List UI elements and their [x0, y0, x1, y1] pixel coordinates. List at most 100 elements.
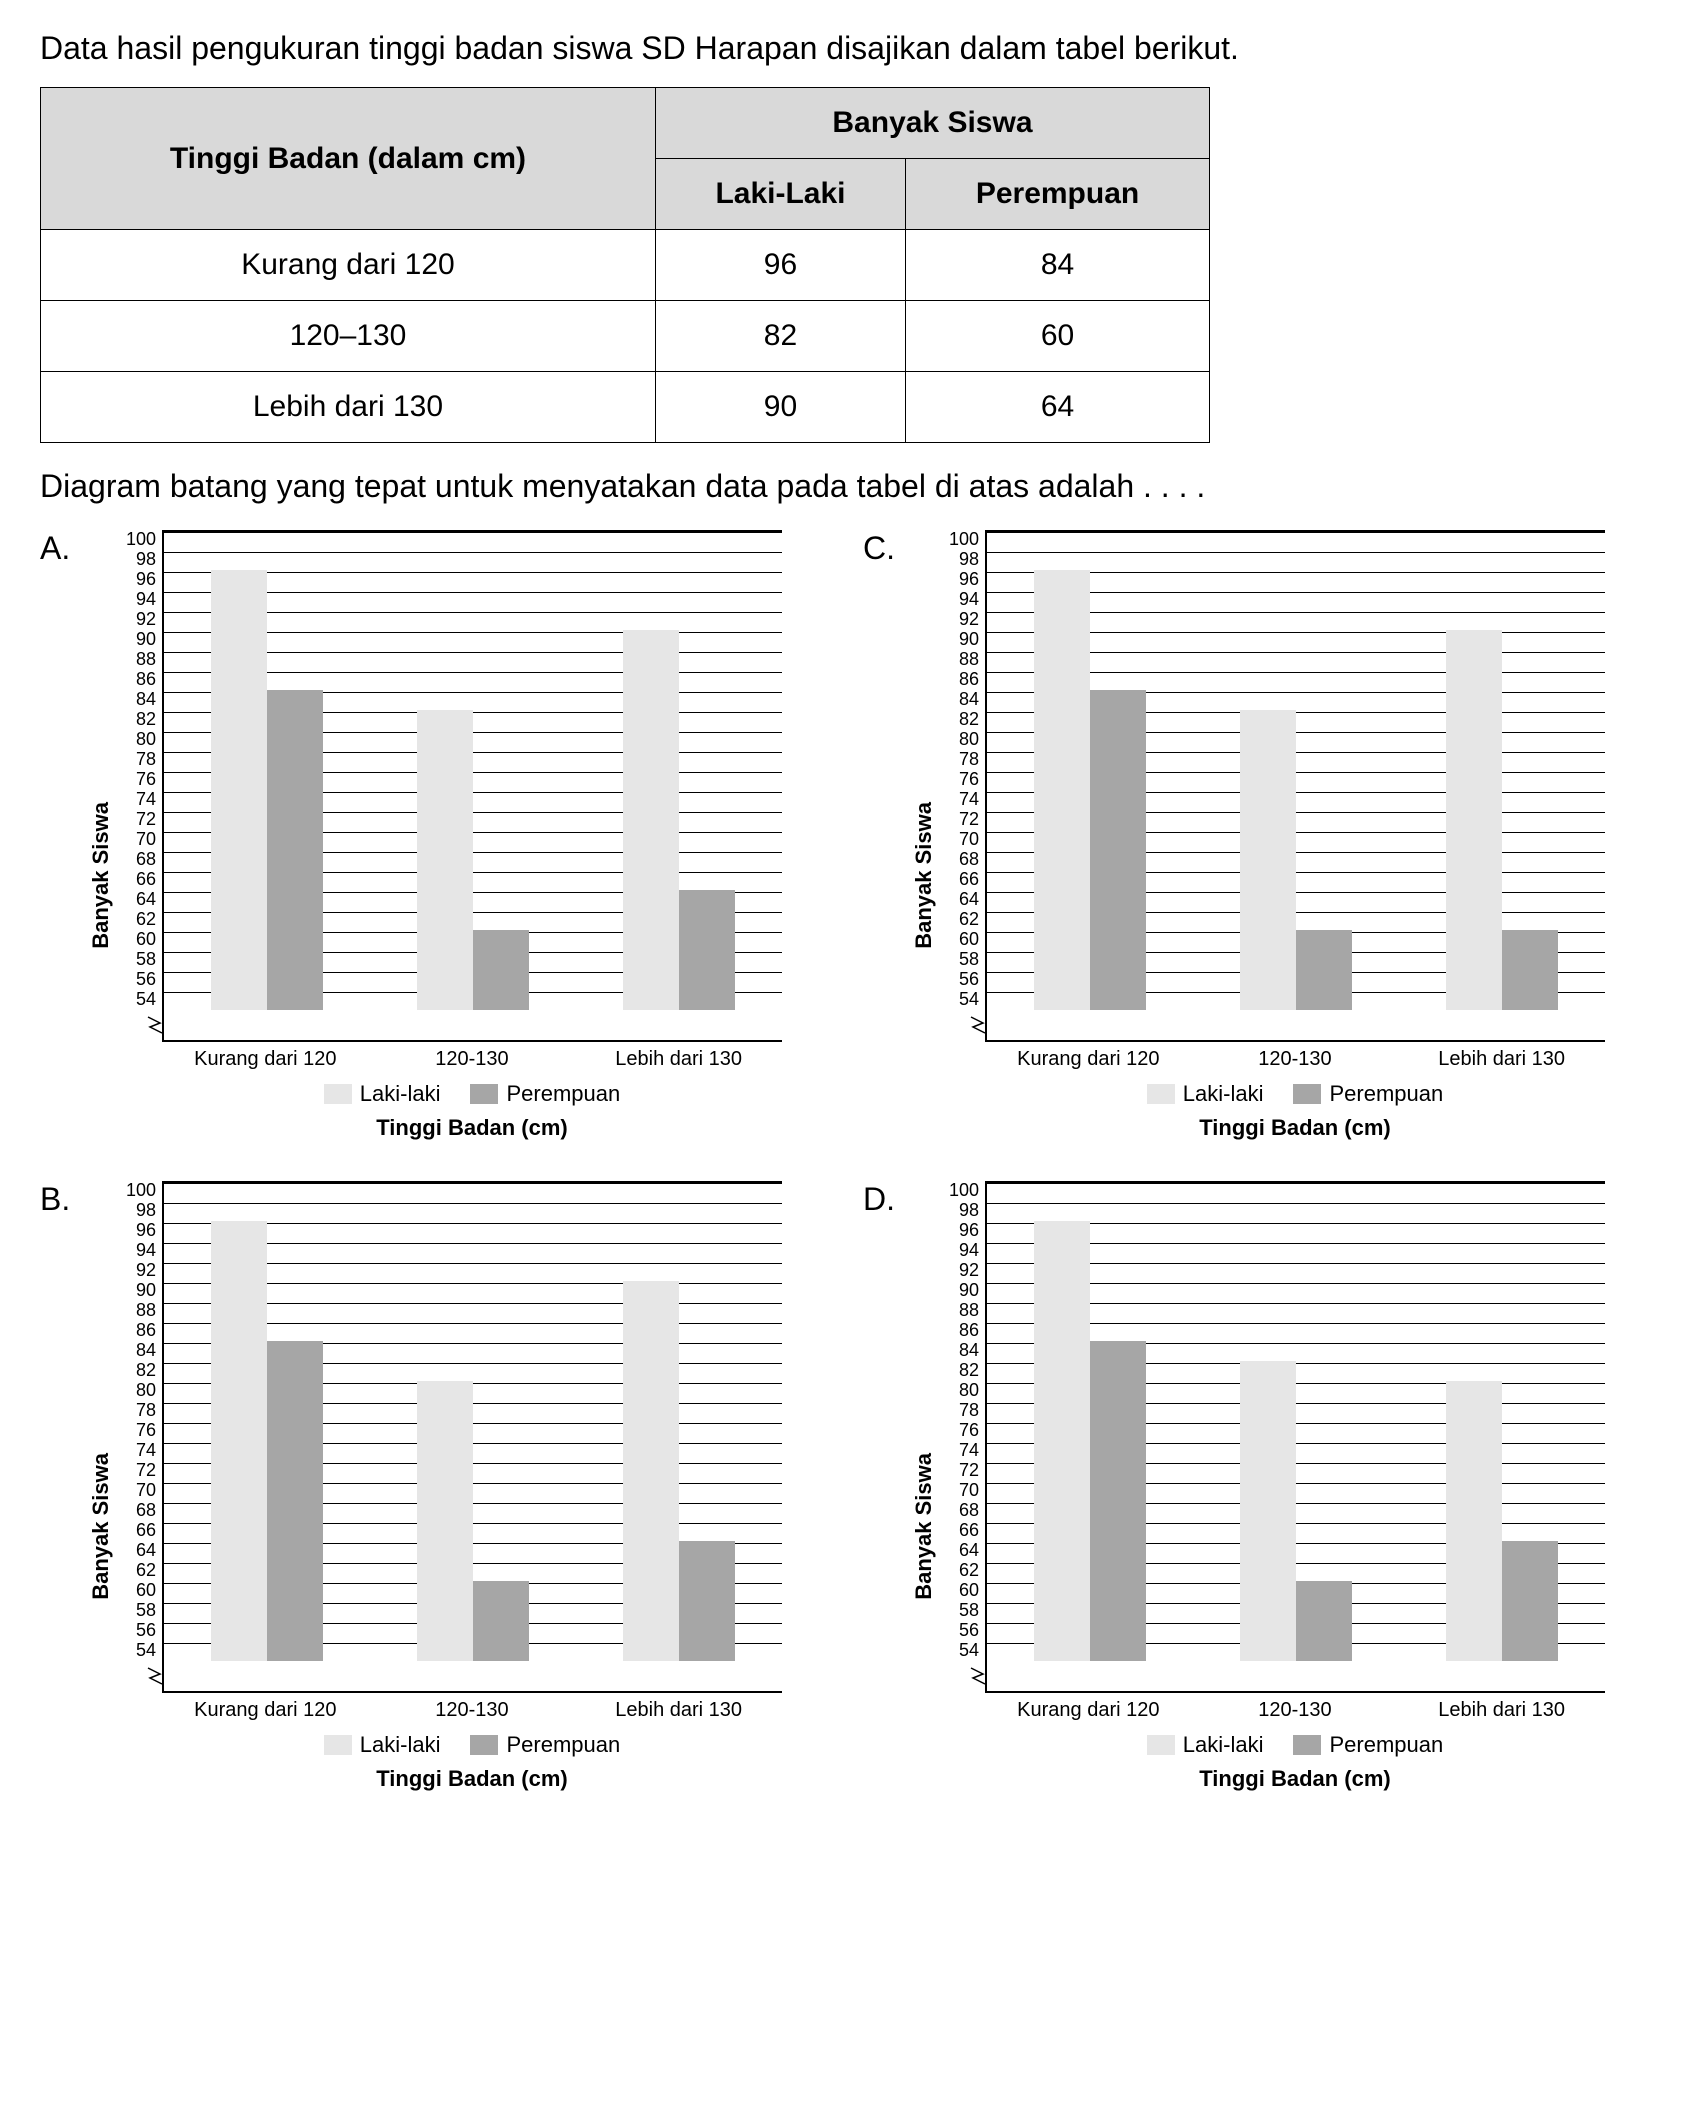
cell-laki: 90 — [655, 372, 905, 443]
bar-laki — [1240, 710, 1296, 1010]
x-category: 120-130 — [377, 1699, 567, 1722]
x-axis-label: Tinggi Badan (cm) — [985, 1766, 1605, 1792]
x-categories: Kurang dari 120120-130Lebih dari 130 — [162, 1048, 782, 1071]
x-category: 120-130 — [377, 1048, 567, 1071]
legend-label: Perempuan — [506, 1081, 620, 1107]
bar-laki — [1034, 1221, 1090, 1661]
bar-perempuan — [1090, 1341, 1146, 1661]
swatch-perempuan — [470, 1735, 498, 1755]
th-laki: Laki-Laki — [655, 159, 905, 230]
legend: Laki-laki Perempuan — [162, 1732, 782, 1758]
legend-item-laki: Laki-laki — [1147, 1732, 1264, 1758]
cell-perempuan: 60 — [906, 301, 1210, 372]
bar-laki — [1240, 1361, 1296, 1661]
bar-group — [1221, 1361, 1371, 1661]
legend-label: Perempuan — [506, 1732, 620, 1758]
legend-item-laki: Laki-laki — [324, 1081, 441, 1107]
question-text: Diagram batang yang tepat untuk menyatak… — [40, 468, 1656, 505]
bar-group — [604, 630, 754, 1010]
bar-laki — [417, 1381, 473, 1661]
charts-grid: A. Banyak Siswa 100989694929088868482807… — [40, 530, 1656, 1792]
y-ticks: 1009896949290888684828078767472706866646… — [941, 1181, 985, 1661]
x-category: Lebih dari 130 — [1407, 1048, 1597, 1071]
swatch-laki — [324, 1735, 352, 1755]
th-perempuan: Perempuan — [906, 159, 1210, 230]
chart-choice-a: A. Banyak Siswa 100989694929088868482807… — [40, 530, 833, 1141]
bar-perempuan — [473, 930, 529, 1010]
swatch-laki — [324, 1084, 352, 1104]
y-axis-label: Banyak Siswa — [88, 1373, 114, 1600]
legend-item-perempuan: Perempuan — [470, 1081, 620, 1107]
bar-laki — [623, 1281, 679, 1661]
row-label: Lebih dari 130 — [41, 372, 656, 443]
legend-label: Laki-laki — [360, 1732, 441, 1758]
bar-perempuan — [267, 690, 323, 1010]
legend-label: Laki-laki — [1183, 1081, 1264, 1107]
bar-perempuan — [267, 1341, 323, 1661]
y-axis-label: Banyak Siswa — [88, 722, 114, 949]
cell-laki: 82 — [655, 301, 905, 372]
cell-perempuan: 64 — [906, 372, 1210, 443]
choice-letter: B. — [40, 1181, 80, 1218]
legend-label: Perempuan — [1329, 1081, 1443, 1107]
x-category: 120-130 — [1200, 1048, 1390, 1071]
bar-group — [1221, 710, 1371, 1010]
bar-group — [398, 1381, 548, 1661]
bar-laki — [1446, 1381, 1502, 1661]
x-categories: Kurang dari 120 120-130 Lebih dari 130 — [162, 1699, 782, 1722]
bar-perempuan — [679, 890, 735, 1010]
x-category: 120-130 — [1200, 1699, 1390, 1722]
x-category: Lebih dari 130 — [1407, 1699, 1597, 1722]
plot-area — [162, 530, 782, 1010]
y-axis-label: Banyak Siswa — [911, 722, 937, 949]
table-row: 120–130 82 60 — [41, 301, 1210, 372]
legend-item-laki: Laki-laki — [1147, 1081, 1264, 1107]
bar-group — [192, 1221, 342, 1661]
table-row: Kurang dari 120 96 84 — [41, 230, 1210, 301]
cell-laki: 96 — [655, 230, 905, 301]
legend-item-laki: Laki-laki — [324, 1732, 441, 1758]
legend-item-perempuan: Perempuan — [1293, 1081, 1443, 1107]
x-categories: Kurang dari 120 120-130 Lebih dari 130 — [985, 1699, 1605, 1722]
bar-group — [398, 710, 548, 1010]
bar-group — [192, 570, 342, 1010]
x-category: Kurang dari 120 — [170, 1699, 360, 1722]
x-category: Kurang dari 120 — [993, 1048, 1183, 1071]
choice-letter: D. — [863, 1181, 903, 1218]
x-categories: Kurang dari 120 120-130 Lebih dari 130 — [985, 1048, 1605, 1071]
bar-perempuan — [1296, 930, 1352, 1010]
legend: Laki-laki Perempuan — [985, 1732, 1605, 1758]
intro-text: Data hasil pengukuran tinggi badan siswa… — [40, 30, 1656, 67]
bar-perempuan — [679, 1541, 735, 1661]
legend: Laki-laki Perempuan — [985, 1081, 1605, 1107]
legend-item-perempuan: Perempuan — [470, 1732, 620, 1758]
plot-area — [162, 1181, 782, 1661]
plot-area — [985, 1181, 1605, 1661]
x-axis-label: Tinggi Badan (cm) — [162, 1115, 782, 1141]
bar-group — [1427, 630, 1577, 1010]
legend-label: Laki-laki — [360, 1081, 441, 1107]
x-axis-label: Tinggi Badan (cm) — [985, 1115, 1605, 1141]
data-table: Tinggi Badan (dalam cm) Banyak Siswa Lak… — [40, 87, 1210, 443]
swatch-perempuan — [1293, 1735, 1321, 1755]
legend: Laki-laki Perempuan — [162, 1081, 782, 1107]
legend-label: Laki-laki — [1183, 1732, 1264, 1758]
chart-choice-d: D. Banyak Siswa 100989694929088868482807… — [863, 1181, 1656, 1792]
y-ticks: 1009896949290888684828078767472706866646… — [941, 530, 985, 1010]
bar-perempuan — [1296, 1581, 1352, 1661]
bar-laki — [1446, 630, 1502, 1010]
x-category: Lebih dari 130 — [584, 1699, 774, 1722]
swatch-laki — [1147, 1084, 1175, 1104]
chart-choice-c: C. Banyak Siswa 100989694929088868482807… — [863, 530, 1656, 1141]
row-label: 120–130 — [41, 301, 656, 372]
y-ticks: 1009896949290888684828078767472706866646… — [118, 1181, 162, 1661]
plot-area — [985, 530, 1605, 1010]
swatch-laki — [1147, 1735, 1175, 1755]
bar-group — [1015, 570, 1165, 1010]
x-category: Lebih dari 130 — [584, 1048, 774, 1071]
cell-perempuan: 84 — [906, 230, 1210, 301]
bar-laki — [211, 570, 267, 1010]
choice-letter: A. — [40, 530, 80, 567]
legend-label: Perempuan — [1329, 1732, 1443, 1758]
x-category: Kurang dari 120 — [993, 1699, 1183, 1722]
